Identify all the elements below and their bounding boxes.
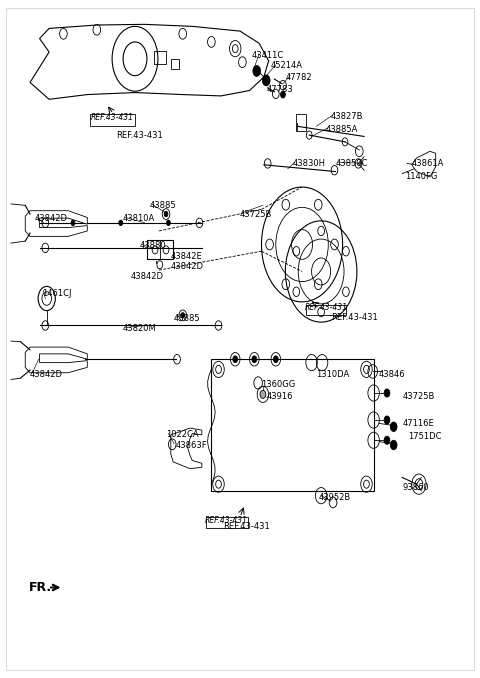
Circle shape <box>384 416 390 424</box>
Text: 43842D: 43842D <box>35 214 68 223</box>
Circle shape <box>119 220 122 226</box>
Text: 43725B: 43725B <box>240 210 272 218</box>
Text: 43842D: 43842D <box>130 273 163 281</box>
Circle shape <box>167 220 170 226</box>
Text: 1360GG: 1360GG <box>262 380 296 389</box>
Text: 43830H: 43830H <box>292 159 325 168</box>
Text: 45214A: 45214A <box>271 61 303 70</box>
Circle shape <box>164 212 168 217</box>
Text: 43863F: 43863F <box>176 441 207 450</box>
Text: 43861A: 43861A <box>412 159 444 168</box>
Text: 43850C: 43850C <box>336 159 368 168</box>
Text: REF.43-431: REF.43-431 <box>223 522 270 531</box>
Circle shape <box>384 436 390 444</box>
Bar <box>211 359 373 491</box>
Text: 43842D: 43842D <box>171 262 204 271</box>
Bar <box>171 60 180 69</box>
Text: 43725B: 43725B <box>402 392 434 401</box>
Text: 1310DA: 1310DA <box>316 370 349 378</box>
Text: REF.43-431: REF.43-431 <box>91 113 133 122</box>
Circle shape <box>233 356 238 363</box>
Circle shape <box>181 313 185 318</box>
Polygon shape <box>171 428 202 468</box>
Polygon shape <box>412 151 436 177</box>
Text: 43885: 43885 <box>173 314 200 323</box>
Circle shape <box>390 440 397 450</box>
Text: REF.43-431: REF.43-431 <box>116 131 163 140</box>
Circle shape <box>253 66 261 77</box>
Bar <box>205 517 248 528</box>
Text: 1022CA: 1022CA <box>166 431 199 439</box>
Bar <box>90 114 135 126</box>
Text: 43885A: 43885A <box>326 125 358 134</box>
Circle shape <box>274 356 278 363</box>
Text: REF.43-431: REF.43-431 <box>331 313 377 322</box>
Circle shape <box>263 75 270 86</box>
Text: 93860: 93860 <box>402 483 429 492</box>
Text: 43827B: 43827B <box>331 112 363 121</box>
Text: 43880: 43880 <box>140 241 167 250</box>
Circle shape <box>390 422 397 431</box>
Text: 43842D: 43842D <box>30 370 63 378</box>
Polygon shape <box>25 211 87 237</box>
Text: 1461CJ: 1461CJ <box>42 289 72 298</box>
Bar <box>147 241 173 259</box>
Polygon shape <box>25 347 87 373</box>
Text: 43952B: 43952B <box>319 493 351 502</box>
Text: 1140FG: 1140FG <box>405 172 437 182</box>
Text: 47782: 47782 <box>285 73 312 81</box>
Text: 43885: 43885 <box>149 201 176 210</box>
Text: 47783: 47783 <box>266 85 293 94</box>
Text: 43820M: 43820M <box>123 324 157 334</box>
Text: 43810A: 43810A <box>123 214 156 223</box>
Circle shape <box>281 92 285 98</box>
Text: 47116E: 47116E <box>402 419 434 428</box>
Polygon shape <box>30 24 269 99</box>
Bar <box>296 114 306 131</box>
Bar <box>154 52 166 64</box>
Text: 43916: 43916 <box>266 392 293 401</box>
Text: 43842E: 43842E <box>171 252 203 261</box>
Circle shape <box>384 389 390 397</box>
Circle shape <box>260 391 266 399</box>
Bar <box>306 304 347 315</box>
Text: 1751DC: 1751DC <box>408 433 442 441</box>
Text: 43411C: 43411C <box>252 51 284 60</box>
Text: REF.43-431: REF.43-431 <box>304 303 348 312</box>
Text: REF.43-431: REF.43-431 <box>205 516 248 525</box>
Circle shape <box>252 356 257 363</box>
Text: FR.: FR. <box>29 581 52 594</box>
Text: 43846: 43846 <box>378 370 405 378</box>
Circle shape <box>71 220 75 226</box>
